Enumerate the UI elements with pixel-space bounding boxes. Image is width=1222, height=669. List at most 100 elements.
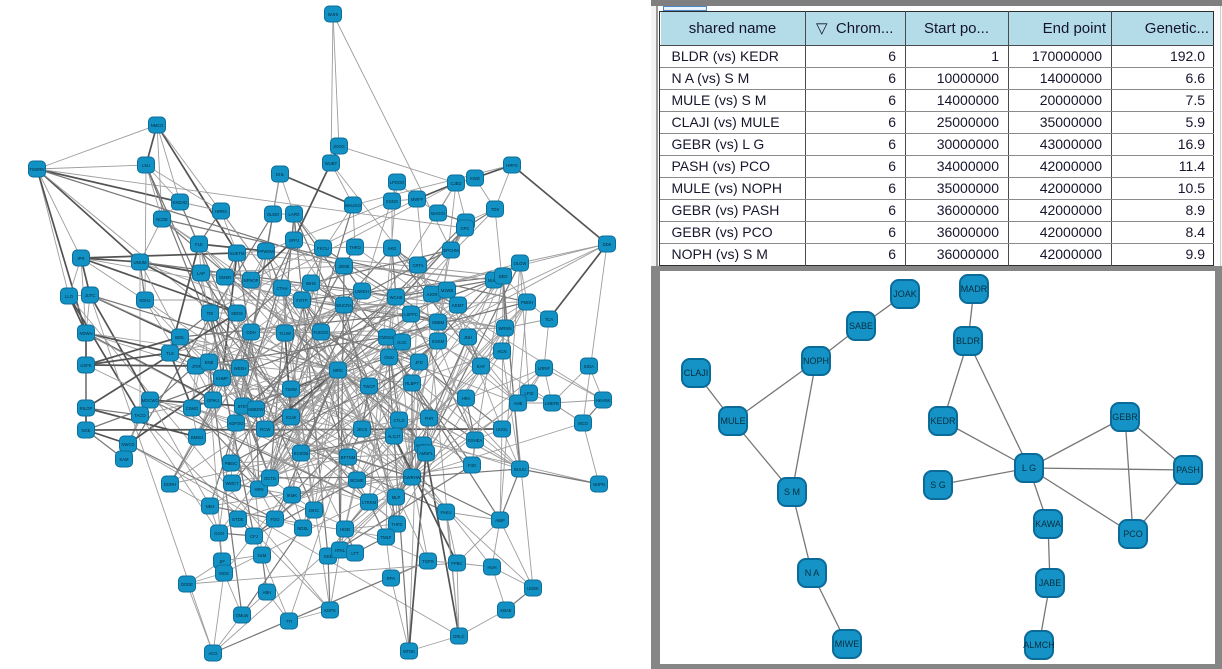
svg-text:KBBDW: KBBDW — [248, 407, 263, 412]
svg-text:MCO: MCO — [578, 421, 589, 426]
svg-text:JOAK: JOAK — [893, 289, 917, 299]
svg-text:CWSSU: CWSSU — [379, 335, 395, 340]
svg-text:NCDE: NCDE — [156, 217, 168, 222]
svg-text:NUETM: NUETM — [230, 251, 245, 256]
svg-text:MULE: MULE — [720, 416, 745, 426]
svg-text:SFPJ: SFPJ — [289, 238, 299, 243]
svg-text:THFD: THFD — [391, 522, 402, 527]
svg-text:HUH: HUH — [487, 565, 496, 570]
svg-text:CTAH: CTAH — [276, 286, 287, 291]
svg-text:KHMP: KHMP — [216, 376, 228, 381]
svg-text:MLP: MLP — [392, 495, 401, 500]
svg-text:CTLD: CTLD — [394, 418, 405, 423]
svg-text:BFTNM: BFTNM — [341, 455, 356, 460]
svg-text:OJOI: OJOI — [214, 531, 224, 536]
svg-text:CLAJI: CLAJI — [684, 368, 709, 378]
svg-text:TLS: TLS — [166, 351, 174, 356]
svg-text:NOPH: NOPH — [803, 356, 829, 366]
svg-text:HRRS: HRRS — [215, 209, 227, 214]
svg-text:ICLW: ICLW — [286, 415, 296, 420]
svg-text:HISB: HISB — [340, 527, 350, 532]
svg-text:BCIME: BCIME — [350, 478, 363, 483]
svg-text:NWCD: NWCD — [121, 442, 134, 447]
svg-text:BMWJ: BMWJ — [191, 435, 203, 440]
svg-text:PMDH: PMDH — [521, 300, 533, 305]
svg-text:FPBC: FPBC — [451, 561, 462, 566]
svg-text:OIHC: OIHC — [309, 508, 319, 513]
svg-text:SABE: SABE — [849, 321, 873, 331]
svg-text:TMSRN: TMSRN — [30, 167, 45, 172]
svg-text:CJBD: CJBD — [451, 181, 462, 186]
svg-text:ETDE: ETDE — [232, 517, 243, 522]
svg-text:IKMK: IKMK — [287, 493, 297, 498]
svg-text:TDI: TDI — [207, 311, 214, 316]
svg-text:LFID: LFID — [524, 391, 533, 396]
svg-text:BLDR: BLDR — [956, 336, 981, 346]
svg-text:FUEGG: FUEGG — [314, 330, 329, 335]
svg-text:MAGGI: MAGGI — [431, 211, 445, 216]
svg-text:ADFOO: ADFOO — [229, 421, 245, 426]
svg-text:LSFPC: LSFPC — [404, 312, 418, 317]
svg-text:EAF: EAF — [477, 364, 486, 369]
svg-text:ENB: ENB — [205, 360, 214, 365]
svg-text:IPR: IPR — [78, 256, 85, 261]
svg-text:TWCP: TWCP — [363, 384, 376, 389]
svg-text:OLGW: OLGW — [514, 261, 527, 266]
svg-text:GMSR: GMSR — [219, 275, 232, 280]
svg-text:JUTC: JUTC — [85, 293, 96, 298]
svg-text:CSMG: CSMG — [186, 406, 199, 411]
svg-text:UGEK: UGEK — [527, 586, 539, 591]
svg-text:KNDAD: KNDAD — [173, 200, 188, 205]
svg-text:TTI: TTI — [286, 619, 292, 624]
svg-text:FICW: FICW — [260, 427, 271, 432]
svg-text:GWRHW: GWRHW — [403, 475, 420, 480]
svg-text:WJPN: WJPN — [593, 482, 605, 487]
svg-text:EPCHM: EPCHM — [443, 248, 459, 253]
svg-text:WUBT: WUBT — [325, 161, 338, 166]
svg-text:KEMT: KEMT — [452, 303, 464, 308]
svg-text:WCHS: WCHS — [390, 295, 403, 300]
svg-text:STET: STET — [238, 404, 249, 409]
svg-text:WEEH: WEEH — [234, 366, 247, 371]
svg-text:MADR: MADR — [961, 284, 988, 294]
svg-text:NMCO: NMCO — [151, 123, 165, 128]
svg-text:WUCRA: WUCRA — [336, 303, 352, 308]
svg-text:L G: L G — [1022, 463, 1036, 473]
svg-text:ESKM: ESKM — [432, 339, 444, 344]
svg-text:ACG: ACG — [208, 651, 217, 656]
svg-text:JNH: JNH — [464, 335, 472, 340]
svg-text:AIBP: AIBP — [495, 518, 505, 523]
svg-text:JFD: JFD — [415, 360, 423, 365]
svg-text:PASH: PASH — [1176, 465, 1200, 475]
svg-text:FOO: FOO — [270, 517, 280, 522]
svg-text:AKD: AKD — [388, 246, 397, 251]
svg-text:MAUGO: MAUGO — [345, 203, 362, 208]
svg-text:BUUU: BUUU — [514, 467, 526, 472]
svg-text:ABH: ABH — [263, 590, 272, 595]
svg-text:LTT: LTT — [351, 551, 359, 556]
svg-text:BIHS: BIHS — [306, 281, 316, 286]
svg-text:DDK: DDK — [603, 242, 612, 247]
svg-text:FOTP: FOTP — [296, 298, 307, 303]
svg-text:FHR: FHR — [425, 416, 434, 421]
svg-text:PCO: PCO — [1123, 529, 1143, 539]
svg-text:MOCWC: MOCWC — [142, 398, 159, 403]
svg-text:UMUM: UMUM — [133, 260, 147, 265]
svg-text:OCTD: OCTD — [264, 476, 276, 481]
svg-text:CRTA: CRTA — [412, 263, 423, 268]
svg-text:HRN: HRN — [254, 487, 263, 492]
svg-text:NPNOP: NPNOP — [244, 278, 259, 283]
svg-text:KEFN: KEFN — [324, 608, 335, 613]
svg-text:BOIL: BOIL — [175, 335, 185, 340]
svg-text:HCN: HCN — [497, 349, 506, 354]
svg-text:LLO: LLO — [65, 294, 74, 299]
svg-text:FLE: FLE — [195, 242, 203, 247]
svg-text:KAM: KAM — [119, 457, 129, 462]
svg-text:DRLC: DRLC — [453, 634, 464, 639]
svg-text:NGE: NGE — [81, 428, 90, 433]
svg-text:S G: S G — [930, 480, 946, 490]
svg-text:RLBPT: RLBPT — [405, 381, 419, 386]
svg-text:AJGR: AJGR — [426, 292, 437, 297]
svg-text:USFK: USFK — [80, 363, 91, 368]
svg-text:JKOG: JKOG — [333, 144, 344, 149]
